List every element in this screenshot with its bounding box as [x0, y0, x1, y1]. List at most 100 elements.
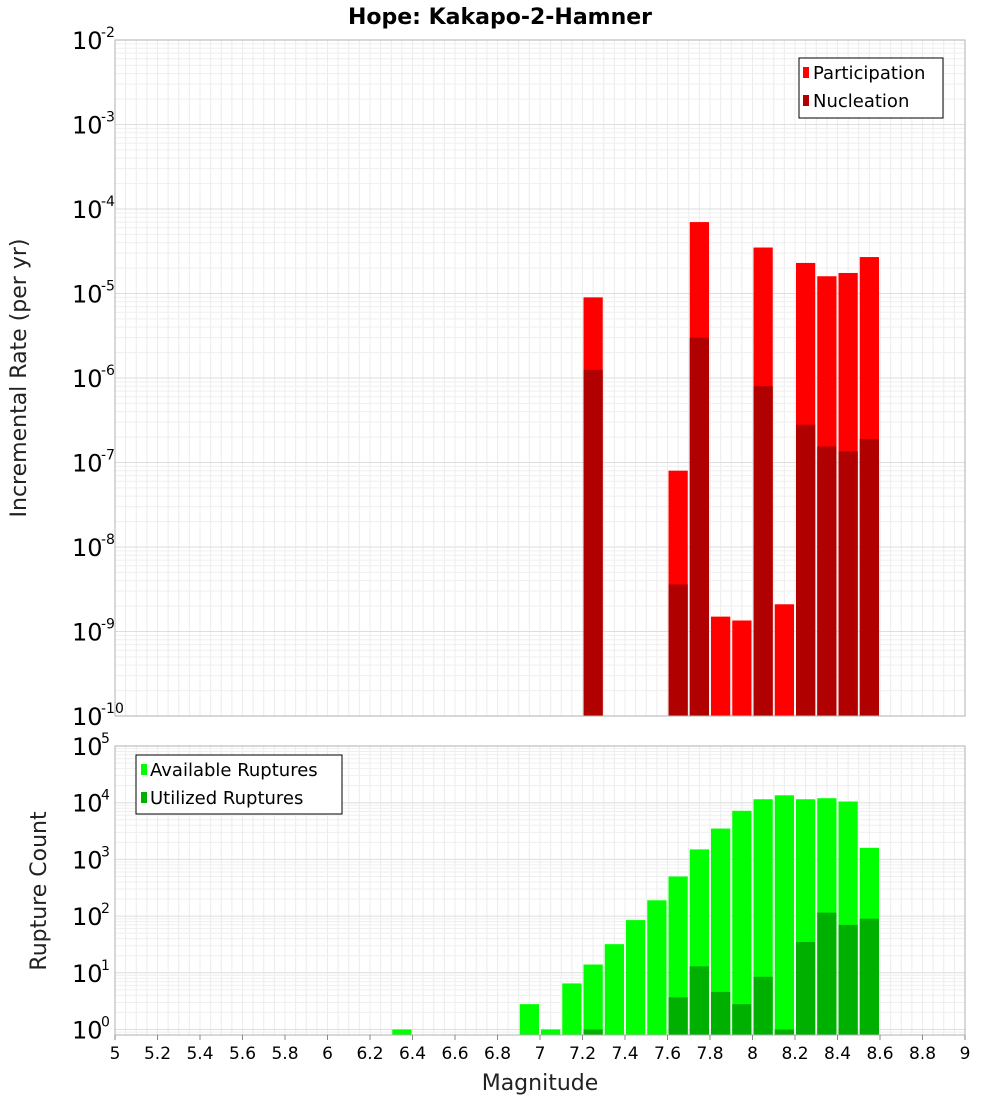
- nucleation-bar: [668, 584, 688, 716]
- y-tick-exponent: 2: [101, 901, 110, 917]
- nucleation-bars: [583, 337, 879, 716]
- utilized-ruptures-bar: [668, 997, 688, 1035]
- utilized-ruptures-bar: [689, 966, 709, 1035]
- nucleation-bar: [838, 451, 858, 716]
- x-tick-label: 7.8: [696, 1044, 723, 1064]
- x-tick-label: 6: [322, 1044, 333, 1064]
- nucleation-bar: [753, 386, 773, 716]
- nucleation-legend-label: Nucleation: [813, 91, 909, 112]
- available-ruptures-bar: [732, 810, 752, 1035]
- x-tick-label: 5: [110, 1044, 121, 1064]
- y-tick-exponent: -8: [101, 532, 115, 548]
- y-tick-exponent: -7: [101, 448, 115, 464]
- utilized-ruptures-bar: [817, 912, 837, 1035]
- y-tick-exponent: 4: [101, 788, 110, 804]
- x-tick-label: 6.6: [441, 1044, 468, 1064]
- nucleation-bar: [689, 337, 709, 716]
- count-legend-box: [135, 754, 343, 815]
- available-ruptures-bar: [519, 1004, 539, 1035]
- rate-plot-frame: [114, 39, 966, 717]
- utilized-ruptures-bar: [774, 1029, 794, 1035]
- x-tick-label: 6.8: [484, 1044, 511, 1064]
- y-tick-exponent: 1: [101, 958, 110, 974]
- available-ruptures-bar: [392, 1029, 412, 1035]
- available-ruptures-bar: [647, 900, 667, 1035]
- y-tick-label: 10: [72, 365, 103, 393]
- x-tick-label: 8: [747, 1044, 758, 1064]
- y-tick-label: 10: [72, 1017, 103, 1045]
- participation-legend-swatch: [803, 67, 809, 78]
- available-ruptures-bar: [541, 1029, 561, 1035]
- available-ruptures-bar: [711, 828, 731, 1035]
- participation-legend-label: Participation: [813, 63, 925, 84]
- rate-gridlines: [114, 39, 966, 717]
- y-tick-label: 10: [72, 27, 103, 55]
- y-tick-label: 10: [72, 281, 103, 309]
- x-tick-label: 5.6: [229, 1044, 256, 1064]
- x-tick-label: 7: [535, 1044, 546, 1064]
- x-tick-label: 8.2: [781, 1044, 808, 1064]
- x-tick-label: 5.8: [271, 1044, 298, 1064]
- available-ruptures-legend-swatch: [141, 764, 147, 775]
- available-ruptures-legend-label: Available Ruptures: [150, 760, 318, 781]
- utilized-ruptures-legend-label: Utilized Ruptures: [150, 788, 303, 809]
- y-tick-label: 10: [72, 450, 103, 478]
- y-tick-label: 10: [72, 703, 103, 731]
- nucleation-bar: [796, 424, 816, 716]
- x-tick-label: 5.2: [144, 1044, 171, 1064]
- x-tick-label: 5.4: [186, 1044, 213, 1064]
- utilized-ruptures-bars: [583, 912, 879, 1035]
- available-ruptures-bar: [562, 983, 582, 1035]
- y-tick-exponent: -3: [101, 110, 115, 126]
- nucleation-bar: [859, 438, 879, 716]
- count-y-axis-label: Rupture Count: [27, 811, 52, 971]
- utilized-ruptures-bar: [732, 1004, 752, 1035]
- y-tick-label: 10: [72, 112, 103, 140]
- nucleation-bar: [583, 369, 603, 716]
- rate-legend: Participation Nucleation: [798, 57, 944, 119]
- x-tick-label: 8.8: [909, 1044, 936, 1064]
- utilized-ruptures-bar: [753, 976, 773, 1035]
- available-ruptures-bar: [604, 944, 624, 1035]
- y-tick-exponent: -6: [101, 363, 115, 379]
- nucleation-bar: [817, 446, 837, 716]
- chart-title: Hope: Kakapo-2-Hamner: [348, 5, 652, 30]
- y-tick-exponent: 5: [101, 731, 110, 747]
- utilized-ruptures-bar: [711, 991, 731, 1035]
- y-tick-label: 10: [72, 903, 103, 931]
- available-ruptures-bar: [753, 799, 773, 1035]
- x-tick-label: 8.6: [866, 1044, 893, 1064]
- x-tick-label: 6.4: [399, 1044, 426, 1064]
- y-tick-exponent: 3: [101, 844, 110, 860]
- y-tick-exponent: -10: [101, 701, 124, 717]
- utilized-ruptures-bar: [583, 1029, 603, 1035]
- rate-y-axis-label: Incremental Rate (per yr): [7, 239, 32, 518]
- utilized-ruptures-bar: [838, 924, 858, 1035]
- x-tick-label: 8.4: [824, 1044, 851, 1064]
- participation-bar: [732, 620, 752, 716]
- available-ruptures-bar: [668, 876, 688, 1035]
- y-tick-label: 10: [72, 846, 103, 874]
- y-tick-label: 10: [72, 733, 103, 761]
- y-tick-label: 10: [72, 790, 103, 818]
- y-tick-exponent: -9: [101, 617, 115, 633]
- y-tick-label: 10: [72, 534, 103, 562]
- nucleation-legend-swatch: [803, 95, 809, 106]
- available-ruptures-bar: [626, 920, 646, 1035]
- participation-bar: [774, 604, 794, 716]
- utilized-ruptures-bar: [859, 918, 879, 1035]
- y-tick-exponent: -5: [101, 279, 115, 295]
- x-tick-label: 6.2: [356, 1044, 383, 1064]
- y-tick-exponent: -4: [101, 194, 115, 210]
- x-tick-label: 7.6: [654, 1044, 681, 1064]
- x-tick-labels: 5 5.2 5.4 5.6 5.8 6 6.2 6.4 6.6 6.8 7 7.2 7.4 7.6 7.8 8…: [110, 1035, 971, 1064]
- rate-legend-box: [798, 57, 944, 119]
- x-tick-label: 9: [960, 1044, 971, 1064]
- y-tick-exponent: -2: [101, 25, 115, 41]
- participation-bar: [711, 616, 731, 716]
